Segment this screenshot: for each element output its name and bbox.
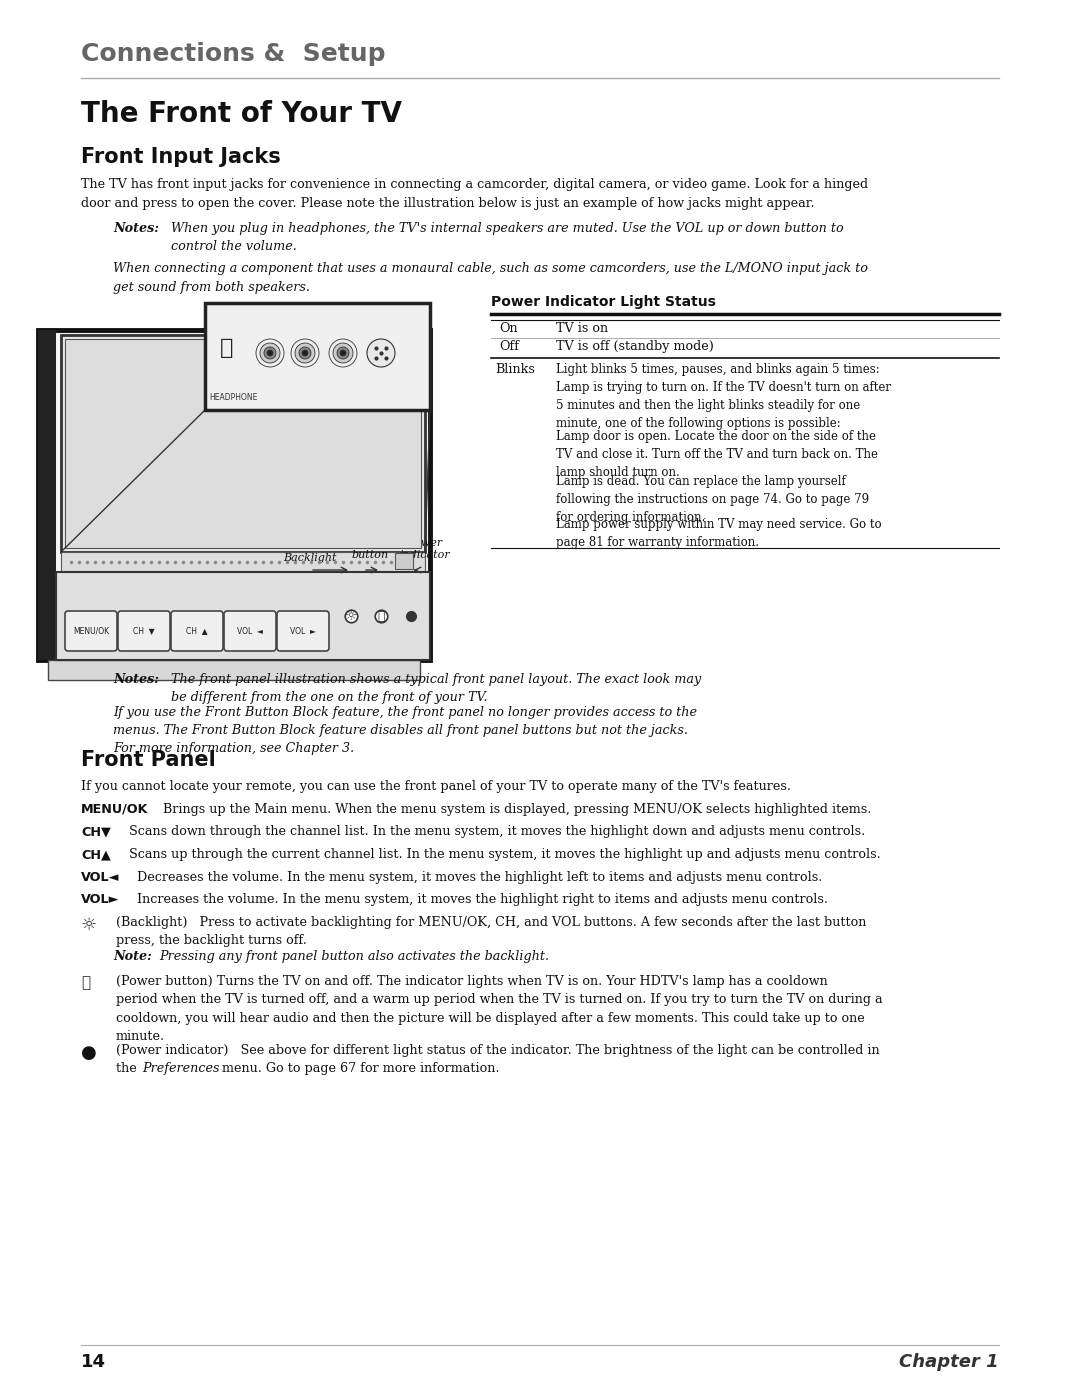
Bar	[38, 330, 430, 659]
Circle shape	[260, 344, 280, 363]
Circle shape	[267, 351, 273, 356]
FancyBboxPatch shape	[118, 610, 170, 651]
Text: Front Panel: Front Panel	[81, 750, 216, 770]
Text: (Backlight)   Press to activate backlighting for MENU/OK, CH, and VOL buttons. A: (Backlight) Press to activate backlighti…	[116, 916, 866, 947]
Text: Increases the volume. In the menu system, it moves the highlight right to items : Increases the volume. In the menu system…	[137, 893, 828, 907]
Text: R: R	[291, 326, 295, 331]
Text: CH  ▼: CH ▼	[133, 626, 154, 636]
Text: Note:: Note:	[113, 950, 152, 963]
Bar	[65, 339, 421, 548]
Text: the: the	[116, 1062, 140, 1076]
Text: ☼: ☼	[81, 916, 97, 935]
Text: IN: IN	[328, 326, 335, 331]
Text: MENU/OK: MENU/OK	[81, 803, 148, 816]
Text: On: On	[499, 321, 518, 335]
Bar	[205, 303, 430, 409]
Text: Brings up the Main menu. When the menu system is displayed, pressing MENU/OK sel: Brings up the Main menu. When the menu s…	[163, 803, 872, 816]
FancyBboxPatch shape	[65, 610, 117, 651]
Text: 🎧: 🎧	[220, 338, 233, 358]
Text: CH▲: CH▲	[81, 848, 111, 861]
Text: Power
button: Power button	[351, 538, 389, 560]
Text: VIDEO: VIDEO	[323, 313, 347, 321]
Circle shape	[291, 339, 319, 367]
Text: The TV has front input jacks for convenience in connecting a camcorder, digital : The TV has front input jacks for conveni…	[81, 177, 868, 210]
Text: CH▼: CH▼	[81, 826, 111, 838]
Circle shape	[264, 346, 276, 359]
Text: CH  ▲: CH ▲	[186, 626, 207, 636]
Bar	[395, 553, 413, 569]
Text: Blinks: Blinks	[496, 363, 536, 376]
Text: The front panel illustration shows a typical front panel layout. The exact look : The front panel illustration shows a typ…	[172, 673, 702, 704]
Text: VOL  ◄: VOL ◄	[238, 626, 262, 636]
Bar	[48, 659, 420, 680]
Text: Decreases the volume. In the menu system, it moves the highlight left to items a: Decreases the volume. In the menu system…	[137, 870, 822, 884]
Text: L/MONO: L/MONO	[253, 326, 281, 331]
Text: 14: 14	[81, 1354, 106, 1370]
Bar	[60, 335, 426, 552]
Text: menu. Go to page 67 for more information.: menu. Go to page 67 for more information…	[218, 1062, 499, 1076]
Circle shape	[256, 339, 284, 367]
Text: Notes:: Notes:	[113, 222, 160, 235]
Text: Lamp door is open. Locate the door on the side of the
TV and close it. Turn off : Lamp door is open. Locate the door on th…	[556, 430, 878, 479]
Text: The Front of Your TV: The Front of Your TV	[81, 101, 402, 129]
Text: S-VIDEO: S-VIDEO	[361, 313, 392, 321]
Circle shape	[329, 339, 357, 367]
Text: ●: ●	[81, 1044, 97, 1062]
Text: When you plug in headphones, the TV's internal speakers are muted. Use the VOL u: When you plug in headphones, the TV's in…	[172, 222, 845, 253]
Bar	[60, 552, 426, 571]
Text: Front Input Jacks: Front Input Jacks	[81, 147, 281, 168]
Circle shape	[295, 344, 315, 363]
Text: Scans down through the channel list. In the menu system, it moves the highlight : Scans down through the channel list. In …	[129, 826, 865, 838]
Text: VOL►: VOL►	[81, 893, 120, 907]
Bar	[56, 571, 430, 659]
Text: VOL  ►: VOL ►	[291, 626, 316, 636]
Text: When connecting a component that uses a monaural cable, such as some camcorders,: When connecting a component that uses a …	[113, 263, 868, 293]
Text: Pressing any front panel button also activates the backlight.: Pressing any front panel button also act…	[160, 950, 550, 963]
Text: HEADPHONE: HEADPHONE	[210, 393, 257, 402]
Circle shape	[337, 346, 349, 359]
Text: Off: Off	[499, 339, 519, 353]
Text: VOL◄: VOL◄	[81, 870, 120, 884]
FancyBboxPatch shape	[276, 610, 329, 651]
Text: If you use the Front Button Block feature, the front panel no longer provides ac: If you use the Front Button Block featur…	[113, 705, 698, 754]
Circle shape	[299, 346, 311, 359]
Circle shape	[367, 339, 395, 367]
Text: Lamp is dead. You can replace the lamp yourself
following the instructions on pa: Lamp is dead. You can replace the lamp y…	[556, 475, 869, 524]
Text: TV is off (standby mode): TV is off (standby mode)	[556, 339, 714, 353]
Text: Chapter 1: Chapter 1	[900, 1354, 999, 1370]
Text: MENU/OK: MENU/OK	[73, 626, 109, 636]
Text: (Power indicator)   See above for different light status of the indicator. The b: (Power indicator) See above for differen…	[116, 1044, 879, 1058]
Text: IN: IN	[368, 326, 375, 331]
Text: Connections &  Setup: Connections & Setup	[81, 42, 386, 66]
Text: Preferences: Preferences	[141, 1062, 219, 1076]
FancyBboxPatch shape	[224, 610, 276, 651]
Text: ⏻: ⏻	[377, 609, 384, 623]
Text: Backlight: Backlight	[283, 553, 337, 563]
Text: Notes:: Notes:	[113, 673, 160, 686]
Text: Light blinks 5 times, pauses, and blinks again 5 times:
Lamp is trying to turn o: Light blinks 5 times, pauses, and blinks…	[556, 363, 891, 430]
Text: ☼: ☼	[345, 609, 357, 623]
Circle shape	[302, 351, 308, 356]
Text: Lamp power supply within TV may need service. Go to
page 81 for warranty informa: Lamp power supply within TV may need ser…	[556, 518, 882, 549]
Circle shape	[333, 344, 353, 363]
Text: TV is on: TV is on	[556, 321, 608, 335]
Circle shape	[340, 351, 346, 356]
Text: Power Indicator Light Status: Power Indicator Light Status	[491, 295, 716, 309]
Text: Power
indicator: Power indicator	[400, 538, 450, 560]
Bar	[38, 330, 56, 659]
Text: Scans up through the current channel list. In the menu system, it moves the high: Scans up through the current channel lis…	[129, 848, 881, 861]
Text: ⏻: ⏻	[81, 975, 90, 990]
Text: AUDIO IN: AUDIO IN	[260, 313, 295, 321]
Text: (Power button) Turns the TV on and off. The indicator lights when TV is on. Your: (Power button) Turns the TV on and off. …	[116, 975, 882, 1044]
FancyBboxPatch shape	[171, 610, 222, 651]
Text: If you cannot locate your remote, you can use the front panel of your TV to oper: If you cannot locate your remote, you ca…	[81, 780, 791, 793]
